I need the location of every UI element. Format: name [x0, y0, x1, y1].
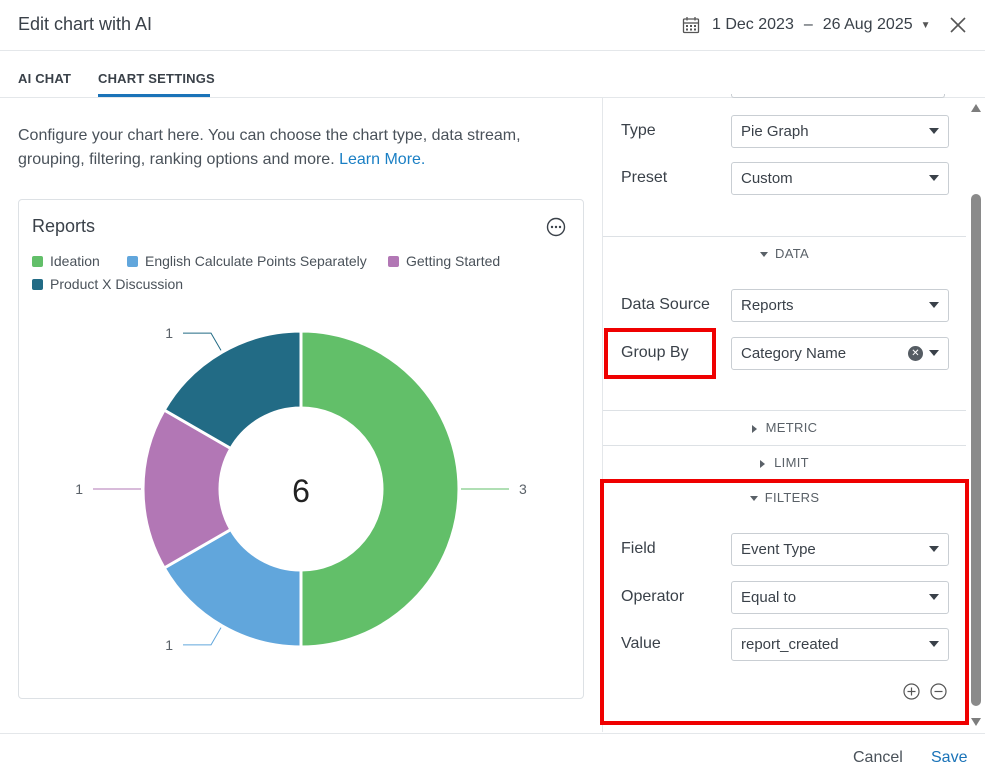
calendar-icon [682, 17, 700, 34]
filters-highlight-box [600, 479, 969, 725]
collapse-caret-icon [760, 252, 769, 258]
dropdown-arrow-icon [929, 546, 939, 552]
dialog-footer: Cancel Save [0, 733, 985, 783]
intro-description: Configure your chart here. You can choos… [18, 127, 521, 168]
preset-select-value: Custom [741, 170, 793, 187]
legend-swatch [127, 255, 138, 267]
more-options-icon[interactable] [546, 217, 566, 237]
dropdown-arrow-icon [929, 641, 939, 647]
legend-item[interactable]: English Calculate Points Separately [127, 253, 367, 269]
label-leader-line [183, 627, 222, 646]
group-by-select-value: Category Name [741, 345, 847, 362]
date-separator: – [803, 16, 813, 33]
group-by-highlight-box [604, 328, 716, 379]
save-button[interactable]: Save [931, 749, 968, 766]
donut-slice[interactable] [162, 329, 303, 450]
legend-label: Product X Discussion [50, 276, 184, 292]
group-by-label: Group By [621, 344, 689, 361]
collapse-caret-icon [749, 496, 758, 502]
data-source-select-value: Reports [741, 297, 794, 314]
legend-label: Ideation [50, 253, 100, 269]
slice-value-label: 1 [165, 325, 173, 341]
dropdown-arrow-icon [929, 302, 939, 308]
expand-caret-icon [760, 459, 766, 468]
preset-select[interactable]: Custom [731, 162, 949, 195]
dialog-title: Edit chart with AI [18, 14, 153, 34]
group-by-select[interactable]: Category Name ✕ [731, 337, 949, 370]
active-tab-indicator [98, 94, 210, 97]
close-icon[interactable] [946, 13, 970, 37]
value-select[interactable]: report_created [731, 628, 949, 661]
legend-label: English Calculate Points Separately [145, 253, 367, 269]
field-label: Field [621, 540, 656, 557]
clear-selection-icon[interactable]: ✕ [908, 346, 923, 361]
field-select-value: Event Type [741, 541, 816, 558]
legend-swatch [32, 278, 43, 290]
remove-filter-icon[interactable] [930, 683, 947, 700]
field-select[interactable]: Event Type [731, 533, 949, 566]
cancel-button[interactable]: Cancel [853, 749, 903, 766]
data-source-select[interactable]: Reports [731, 289, 949, 322]
type-label: Type [621, 122, 656, 139]
dialog-header: Edit chart with AI 1 Dec 2023 – 26 Aug 2… [0, 0, 985, 51]
data-section-toggle[interactable]: DATA [603, 246, 966, 261]
limit-section-toggle[interactable]: LIMIT [603, 455, 966, 470]
operator-select[interactable]: Equal to [731, 581, 949, 614]
legend-label: Getting Started [406, 253, 501, 269]
donut-chart: 3 1 1 1 6 [75, 325, 527, 653]
tab-chart-settings[interactable]: CHART SETTINGS [98, 71, 215, 86]
caret-down-icon: ▼ [920, 19, 931, 31]
value-label: Value [621, 635, 661, 652]
legend-item[interactable]: Getting Started [388, 253, 500, 269]
slice-value-label: 1 [75, 481, 83, 497]
preset-label: Preset [621, 169, 668, 186]
data-source-label: Data Source [621, 296, 710, 313]
section-divider [603, 236, 966, 237]
data-section-title: DATA [775, 246, 809, 261]
dropdown-arrow-icon [929, 594, 939, 600]
scrolled-field-edge [731, 94, 945, 98]
chart-settings-panel: Type Pie Graph Preset Custom DATA Data S… [602, 94, 985, 732]
expand-caret-icon [751, 424, 757, 433]
type-select[interactable]: Pie Graph [731, 115, 949, 148]
date-range-picker[interactable]: 1 Dec 2023 – 26 Aug 2025 ▼ [682, 13, 931, 37]
legend-item[interactable]: Ideation [32, 253, 100, 269]
value-select-value: report_created [741, 636, 839, 653]
tab-bar: AI CHAT CHART SETTINGS [0, 51, 985, 98]
scroll-down-arrow-icon[interactable] [971, 718, 981, 726]
scrollbar-thumb[interactable] [971, 194, 981, 706]
donut-center-total: 6 [292, 473, 310, 509]
section-divider [603, 410, 966, 411]
add-filter-icon[interactable] [903, 683, 920, 700]
intro-text: Configure your chart here. You can choos… [18, 124, 578, 172]
donut-slice[interactable] [299, 329, 461, 649]
operator-label: Operator [621, 588, 685, 605]
date-start: 1 Dec 2023 [712, 16, 794, 33]
tab-ai-chat[interactable]: AI CHAT [18, 71, 72, 86]
chart-title: Reports [32, 216, 96, 236]
legend-swatch [32, 255, 43, 267]
filters-section-toggle[interactable]: FILTERS [603, 490, 966, 505]
operator-select-value: Equal to [741, 589, 797, 606]
dropdown-arrow-icon [929, 175, 939, 181]
filters-section-title: FILTERS [764, 490, 820, 505]
learn-more-link[interactable]: Learn More. [339, 151, 426, 168]
date-end: 26 Aug 2025 [822, 16, 913, 33]
section-divider [603, 445, 966, 446]
metric-section-toggle[interactable]: METRIC [603, 420, 966, 435]
legend-item[interactable]: Product X Discussion [32, 276, 183, 292]
legend-swatch [388, 255, 399, 267]
type-select-value: Pie Graph [741, 123, 809, 140]
dropdown-arrow-icon [929, 128, 939, 134]
slice-value-label: 1 [165, 637, 173, 653]
slice-value-label: 3 [519, 481, 527, 497]
limit-section-title: LIMIT [774, 455, 809, 470]
metric-section-title: METRIC [765, 420, 818, 435]
dropdown-arrow-icon [929, 350, 939, 356]
label-leader-line [183, 332, 222, 351]
scroll-up-arrow-icon[interactable] [971, 104, 981, 112]
chart-preview-card: Reports Ideation English Calculate Point… [18, 199, 584, 699]
